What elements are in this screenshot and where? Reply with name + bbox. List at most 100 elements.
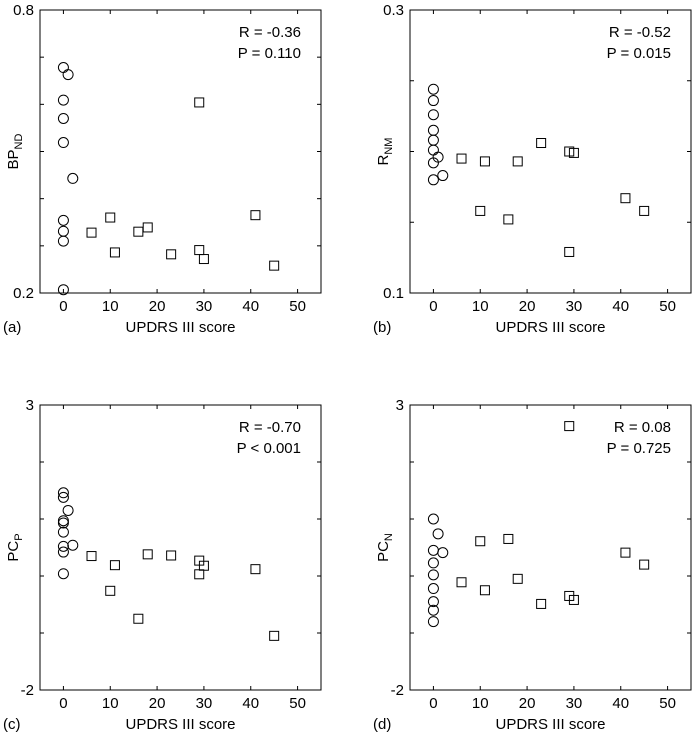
data-point-circle <box>57 487 69 499</box>
data-point-square <box>105 585 116 596</box>
data-point-circle <box>57 568 69 580</box>
x-tick-label: 20 <box>519 695 536 712</box>
data-point-square <box>568 147 579 158</box>
stat-annotation: R = 0.08 <box>614 419 671 436</box>
data-point-circle <box>57 214 69 226</box>
data-point-square <box>198 254 209 265</box>
scatter-panel-b: 0 10 20 30 40 50 0.1 0.3 UPDRS III score RNM (b) R … <box>373 2 692 336</box>
x-tick-label: 40 <box>242 298 259 315</box>
x-tick-label: 30 <box>196 695 213 712</box>
data-point-circle <box>67 172 79 184</box>
y-tick-label: 3 <box>396 397 404 414</box>
data-point-square <box>536 598 547 609</box>
y-tick-label: -2 <box>391 682 404 699</box>
data-point-circle <box>57 546 69 558</box>
data-point-square <box>503 214 514 225</box>
x-tick-label: 0 <box>59 298 67 315</box>
x-tick-label: 50 <box>659 695 676 712</box>
x-tick-label: 10 <box>472 298 489 315</box>
data-point-circle <box>57 94 69 106</box>
plot-frame <box>39 404 322 691</box>
data-point-square <box>269 260 280 271</box>
data-point-circle <box>427 596 439 608</box>
data-point-square <box>475 205 486 216</box>
data-point-square <box>512 573 523 584</box>
x-axis-label: UPDRS III score <box>495 319 605 336</box>
data-point-square <box>86 551 97 562</box>
stat-annotation: P = 0.110 <box>238 45 301 62</box>
x-axis-label: UPDRS III score <box>125 716 235 733</box>
y-tick-label: 0.3 <box>383 2 404 19</box>
data-point-circle <box>57 515 69 527</box>
data-point-circle <box>427 109 439 121</box>
data-point-square <box>133 226 144 237</box>
stat-annotation: P = 0.015 <box>607 45 671 62</box>
panel-label: (b) <box>373 319 391 336</box>
x-tick-label: 40 <box>612 298 629 315</box>
y-axis-label: PCP <box>5 533 25 561</box>
data-point-square <box>194 245 205 256</box>
y-axis-label-main: PC <box>375 541 392 562</box>
data-point-circle <box>57 112 69 124</box>
data-point-circle <box>57 491 69 503</box>
data-point-circle <box>57 225 69 237</box>
data-point-circle <box>57 540 69 552</box>
y-tick-label: 3 <box>26 397 34 414</box>
data-point-circle <box>427 604 439 616</box>
x-tick-label: 20 <box>519 298 536 315</box>
data-point-circle <box>427 144 439 156</box>
data-point-circle <box>57 284 69 296</box>
y-axis-label-main: PC <box>5 541 22 562</box>
x-tick-label: 50 <box>659 298 676 315</box>
x-tick-label: 50 <box>289 298 306 315</box>
y-tick-label: -2 <box>21 682 34 699</box>
data-point-circle <box>57 62 69 74</box>
data-point-circle <box>427 95 439 107</box>
panel-label: (c) <box>3 716 21 733</box>
data-point-square <box>479 156 490 167</box>
y-axis-label-subscript: P <box>13 533 25 540</box>
data-point-circle <box>427 616 439 628</box>
data-point-square <box>133 613 144 624</box>
y-axis-label-main: BP <box>5 149 22 169</box>
y-axis-label-main: R <box>375 154 392 165</box>
data-point-circle <box>67 539 79 551</box>
scatter-panel-c: 0 10 20 30 40 50 -2 3 UPDRS III score PCP (c) R = -… <box>3 397 322 733</box>
y-axis-label: BPND <box>5 133 25 169</box>
stat-annotation: P < 0.001 <box>237 440 301 457</box>
data-point-circle <box>427 583 439 595</box>
stat-annotation: P = 0.725 <box>607 440 671 457</box>
x-tick-label: 10 <box>472 695 489 712</box>
y-axis-label-subscript: NM <box>383 138 395 155</box>
x-tick-label: 0 <box>429 695 437 712</box>
x-tick-label: 50 <box>289 695 306 712</box>
x-axis-label: UPDRS III score <box>125 319 235 336</box>
x-tick-label: 40 <box>242 695 259 712</box>
stat-annotation: R = -0.70 <box>239 419 301 436</box>
y-tick-label: 0.8 <box>13 2 34 19</box>
data-point-square <box>564 421 575 432</box>
data-point-square <box>564 246 575 257</box>
data-point-circle <box>427 174 439 186</box>
data-point-square <box>456 577 467 588</box>
data-point-square <box>512 156 523 167</box>
x-tick-label: 10 <box>102 695 119 712</box>
x-tick-label: 20 <box>149 298 166 315</box>
data-point-square <box>568 594 579 605</box>
data-point-square <box>639 559 650 570</box>
plot-frame <box>409 404 692 691</box>
data-point-square <box>620 193 631 204</box>
y-tick-label: 0.2 <box>13 285 34 302</box>
data-point-square <box>194 97 205 108</box>
data-point-square <box>536 138 547 149</box>
panel-label: (a) <box>3 319 21 336</box>
x-tick-label: 30 <box>566 298 583 315</box>
data-point-square <box>198 560 209 571</box>
data-point-circle <box>437 547 449 559</box>
data-point-square <box>166 550 177 561</box>
x-tick-label: 40 <box>612 695 629 712</box>
data-point-circle <box>427 134 439 146</box>
data-point-circle <box>427 557 439 569</box>
data-point-circle <box>427 569 439 581</box>
data-point-circle <box>62 69 74 81</box>
